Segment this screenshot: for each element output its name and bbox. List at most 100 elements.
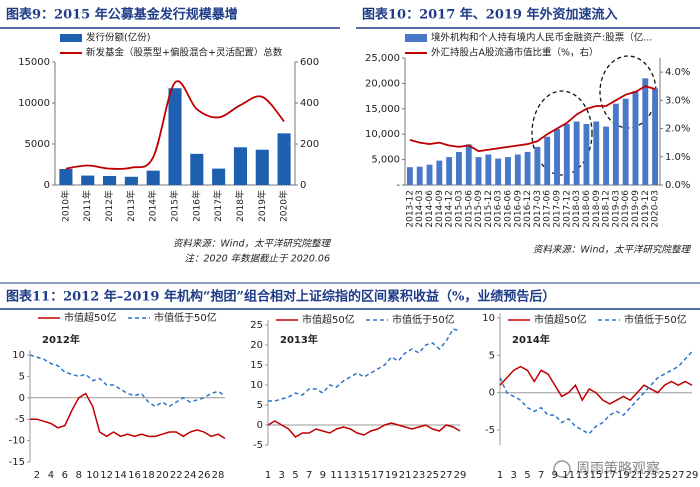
bar: [593, 121, 600, 185]
x-tick-label: 13: [344, 470, 357, 481]
bar: [622, 98, 629, 185]
bar: [465, 144, 472, 185]
y2-tick-label: 400: [300, 98, 319, 109]
x-tick-label: 2014-12: [445, 190, 455, 228]
x-tick-label: 2018-12: [602, 190, 612, 228]
y-tick-label: 0: [257, 420, 263, 431]
x-tick-label: 2017-09: [553, 190, 563, 228]
x-tick-label: 2018年: [234, 190, 246, 222]
x-tick-label: 17: [603, 470, 616, 481]
x-tick-label: 2013年: [125, 190, 137, 222]
y-tick-label: 5: [19, 371, 25, 382]
bar: [103, 175, 117, 185]
bar: [255, 149, 269, 185]
y-tick-label: 5: [257, 400, 263, 411]
x-tick-label: 2011年: [81, 190, 93, 222]
bar: [554, 129, 560, 185]
legend-swatch: [405, 34, 427, 42]
chart-title: 图表9：2015 年公募基金发行规模暴增: [6, 7, 238, 23]
x-tick-label: 3: [511, 470, 517, 481]
bar: [406, 167, 413, 185]
x-tick-label: 2015-09: [474, 190, 484, 228]
note: 注：2020 年数据截止于 2020.06: [184, 253, 330, 265]
x-tick-label: 4: [48, 470, 54, 481]
bar: [632, 91, 639, 185]
legend-label: 外汇持股占A股流通市值比重（%，右）: [431, 47, 599, 59]
x-tick-label: 2014-06: [425, 190, 435, 228]
legend-label: 市值低于50亿: [154, 311, 217, 324]
y2-tick-label: 600: [300, 57, 319, 68]
y-tick-label: -: [396, 180, 400, 191]
bar: [190, 153, 204, 185]
highlight-ellipse: [531, 90, 593, 176]
x-tick-label: 17: [371, 470, 384, 481]
x-tick-label: 2: [34, 470, 40, 481]
x-tick-label: 2018-03: [572, 190, 582, 228]
x-tick-label: 2014年: [147, 190, 159, 222]
legend-label: 市值低于50亿: [392, 313, 455, 326]
x-tick-label: 2016-12: [523, 190, 533, 228]
y2-tick-label: 2.0%: [665, 124, 690, 135]
x-tick-label: 10: [86, 470, 99, 481]
x-tick-label: 21: [399, 470, 412, 481]
bar: [475, 157, 482, 185]
y-tick-label: 15,000: [365, 104, 400, 115]
x-tick-label: 3: [279, 470, 285, 481]
watermark: 周雨策略观察: [576, 460, 660, 477]
x-tick-label: 2019年: [256, 190, 268, 222]
x-tick-label: 2018-06: [582, 190, 592, 228]
bar: [514, 154, 521, 185]
y-tick-label: 0: [489, 388, 495, 399]
x-tick-label: 2017年: [212, 190, 224, 222]
y2-tick-label: 0: [300, 180, 306, 191]
y-tick-label: 0: [19, 393, 25, 404]
x-tick-label: 5: [524, 470, 530, 481]
y2-tick-label: 3.0%: [665, 95, 690, 106]
x-tick-label: 21: [631, 470, 644, 481]
x-tick-label: 2016-09: [513, 190, 523, 228]
bar: [233, 147, 247, 185]
x-tick-label: 2010年: [59, 190, 71, 222]
source: 资料来源：Wind，太平洋研究院整理: [173, 238, 332, 250]
y-tick-label: 10: [12, 350, 25, 361]
y-tick-label: 10,000: [365, 129, 400, 140]
x-tick-label: 19: [385, 470, 398, 481]
line: [29, 354, 226, 408]
bar: [544, 136, 551, 185]
x-tick-label: 2019-03: [611, 190, 621, 228]
x-tick-label: 19: [617, 470, 630, 481]
bar: [652, 88, 659, 185]
line: [499, 365, 693, 405]
y2-tick-label: 1.0%: [665, 152, 690, 163]
y2-tick-label: 0.0%: [665, 180, 690, 191]
line: [268, 328, 461, 402]
line: [267, 420, 461, 438]
x-tick-label: 29: [686, 470, 699, 481]
legend-label: 市值低于50亿: [624, 313, 687, 326]
x-tick-label: 2014-09: [435, 190, 445, 228]
x-tick-label: 23: [412, 470, 425, 481]
bar: [124, 176, 138, 185]
y-tick-label: -15: [9, 457, 25, 468]
bar: [563, 124, 570, 185]
year-label: 2012年: [42, 333, 80, 346]
x-tick-label: 2012年: [103, 190, 115, 222]
legend-label: 市值超50亿: [64, 311, 117, 324]
bar: [495, 158, 502, 185]
x-tick-label: 25: [658, 470, 671, 481]
y-tick-label: 25,000: [365, 53, 400, 64]
x-tick-label: 25: [426, 470, 439, 481]
x-tick-label: 15: [358, 470, 371, 481]
source: 资料来源：Wind，太平洋研究院整理: [533, 244, 692, 256]
watermark-icon: [553, 460, 571, 478]
section-title: 图表11：2012 年–2019 年机构“抱团”组合相对上证综指的区间累积收益（…: [6, 289, 555, 305]
line: [65, 80, 285, 170]
x-tick-label: 2020年: [278, 190, 290, 222]
x-tick-label: 27: [672, 470, 685, 481]
x-tick-label: 23: [644, 470, 657, 481]
legend-label: 境外机构和个人持有境内人民币金融资产:股票（亿...: [431, 32, 652, 44]
x-tick-label: 2020-03: [651, 190, 661, 228]
x-tick-label: 2016-06: [503, 190, 513, 228]
bar: [212, 168, 226, 185]
